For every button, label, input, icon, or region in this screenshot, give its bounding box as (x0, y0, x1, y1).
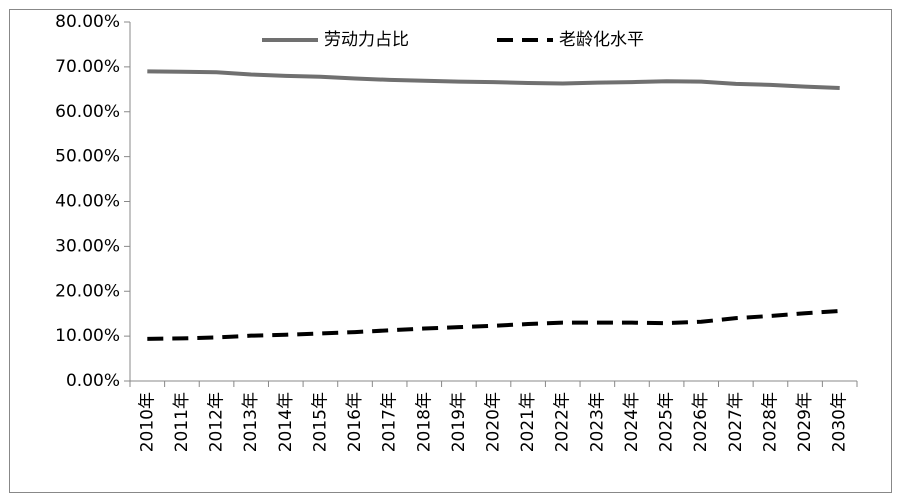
x-tick-label: 2030年 (830, 392, 850, 452)
series-line (147, 69, 840, 90)
x-tick-label: 2018年 (414, 392, 434, 452)
y-tick-label: 40.00% (55, 192, 120, 212)
x-tick-label: 2022年 (553, 392, 573, 452)
x-tick-label: 2029年 (795, 392, 815, 452)
x-tick-label: 2024年 (622, 392, 642, 452)
y-tick-label: 60.00% (55, 102, 120, 122)
x-tick-label: 2025年 (657, 392, 677, 452)
x-tick-label: 2028年 (760, 392, 780, 452)
x-tick-label: 2015年 (310, 392, 330, 452)
x-tick-label: 2021年 (518, 392, 538, 452)
y-tick-label: 80.00% (55, 12, 120, 32)
x-tick-label: 2017年 (380, 392, 400, 452)
x-tick-label: 2012年 (207, 392, 227, 452)
x-tick-label: 2014年 (276, 392, 296, 452)
x-tick-label: 2026年 (691, 392, 711, 452)
y-tick-label: 30.00% (55, 236, 120, 256)
legend-label: 劳动力占比 (324, 30, 409, 50)
x-tick-label: 2027年 (726, 392, 746, 452)
y-tick-label: 10.00% (55, 326, 120, 346)
y-tick-label: 20.00% (55, 281, 120, 301)
x-tick-label: 2019年 (449, 392, 469, 452)
x-tick-label: 2020年 (484, 392, 504, 452)
chart-frame (9, 9, 892, 493)
legend-label: 老龄化水平 (559, 30, 644, 50)
x-tick-label: 2023年 (587, 392, 607, 452)
y-tick-label: 50.00% (55, 147, 120, 167)
x-tick-label: 2011年 (172, 392, 192, 452)
y-tick-label: 0.00% (66, 371, 120, 391)
y-tick-label: 70.00% (55, 57, 120, 77)
x-tick-label: 2016年 (345, 392, 365, 452)
series-line (147, 308, 840, 341)
x-tick-label: 2010年 (137, 392, 157, 452)
x-tick-label: 2013年 (241, 392, 261, 452)
